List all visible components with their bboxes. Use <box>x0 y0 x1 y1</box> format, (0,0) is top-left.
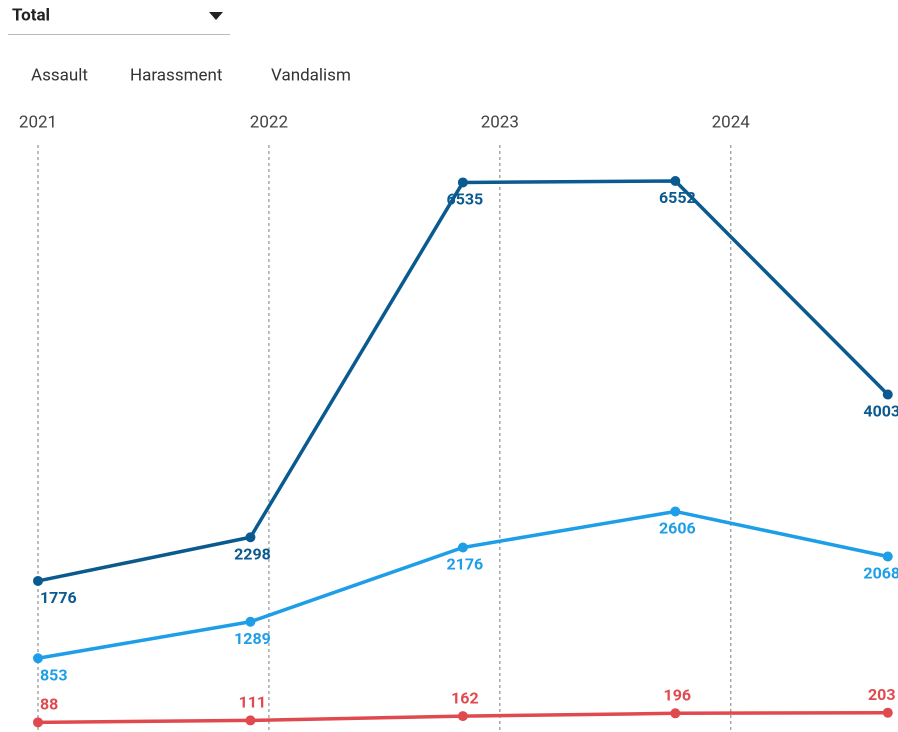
data-label: 6535 <box>447 190 484 209</box>
data-point <box>245 532 256 543</box>
data-label: 111 <box>239 693 267 712</box>
legend-entry[interactable]: Vandalism <box>271 65 351 85</box>
data-label: 1776 <box>40 588 77 607</box>
dropdown-caret[interactable] <box>209 12 223 20</box>
legend-entry[interactable]: Harassment <box>130 65 222 85</box>
data-label: 2606 <box>659 519 696 538</box>
data-point <box>245 616 256 627</box>
x-tick-label: 2021 <box>19 112 57 132</box>
x-tick-label: 2023 <box>481 112 519 132</box>
data-label: 2068 <box>863 564 898 583</box>
data-point <box>33 717 43 728</box>
data-label: 196 <box>664 686 692 705</box>
data-label: 4003 <box>863 402 898 421</box>
data-point <box>882 707 893 718</box>
series-line <box>37 509 889 660</box>
x-tick-label: 2022 <box>250 112 288 132</box>
data-point <box>245 715 256 726</box>
data-label: 88 <box>40 695 58 714</box>
series-line <box>37 179 890 583</box>
data-point <box>457 711 468 722</box>
data-label: 162 <box>451 688 479 707</box>
data-point <box>882 389 893 400</box>
data-label: 853 <box>40 665 68 684</box>
dropdown-label[interactable]: Total <box>12 5 50 25</box>
x-tick-label: 2024 <box>712 112 751 132</box>
data-label: 6552 <box>659 188 696 207</box>
data-point <box>457 177 468 188</box>
data-point <box>33 653 43 664</box>
data-label: 203 <box>868 685 896 704</box>
data-label: 1289 <box>234 629 271 648</box>
dropdown[interactable]: Total <box>8 5 230 35</box>
data-point <box>670 708 681 719</box>
data-point <box>670 176 681 187</box>
data-point <box>457 542 468 553</box>
data-point <box>33 575 43 586</box>
data-label: 2298 <box>234 544 271 563</box>
legend-entry[interactable]: Assault <box>31 65 88 85</box>
data-point <box>882 551 893 562</box>
data-label: 2176 <box>447 555 484 574</box>
data-point <box>670 506 681 517</box>
